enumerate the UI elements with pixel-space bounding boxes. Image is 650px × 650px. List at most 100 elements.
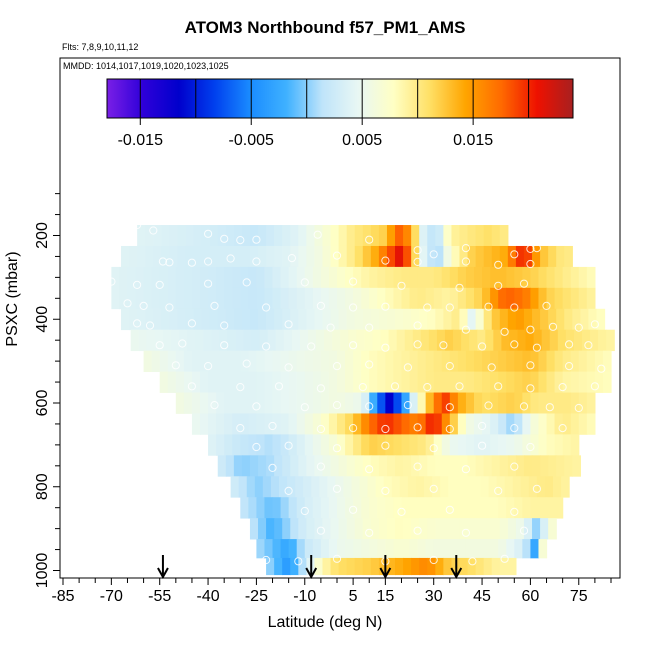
heatmap-cell [328, 413, 338, 435]
heatmap-cell [290, 557, 299, 576]
heatmap-cell [467, 245, 477, 268]
heatmap-cell [280, 287, 290, 310]
heatmap-cell [596, 308, 606, 331]
y-tick-label: 600 [34, 390, 51, 417]
heatmap-cell [262, 476, 272, 498]
heatmap-cell [467, 557, 477, 576]
heatmap-cell [353, 371, 362, 393]
heatmap-cell [328, 350, 338, 372]
heatmap-cell [562, 392, 572, 414]
sample-marker [390, 382, 400, 391]
heatmap-cell [312, 266, 322, 289]
heatmap-cell [522, 434, 532, 456]
heatmap-cell [256, 497, 266, 519]
heatmap-cell [383, 476, 393, 498]
heatmap-cell [225, 245, 235, 268]
heatmap-cell [523, 518, 533, 540]
heatmap-cell [522, 497, 532, 519]
heatmap-cell [314, 557, 324, 576]
heatmap-cell [465, 287, 475, 310]
heatmap-cell [546, 350, 556, 372]
heatmap-cell [266, 245, 275, 268]
heatmap-cell [377, 413, 386, 435]
heatmap-cell [370, 518, 380, 540]
heatmap-cell [259, 329, 269, 352]
heatmap-cell [332, 329, 341, 352]
heatmap-cell [517, 329, 527, 352]
sample-marker [510, 507, 519, 516]
heatmap-cell [490, 371, 499, 393]
heatmap-cell [272, 539, 282, 559]
heatmap-cell [512, 476, 522, 498]
heatmap-cell [554, 434, 564, 456]
heatmap-cell [340, 329, 349, 352]
heatmap-cell [322, 518, 332, 540]
heatmap-cell [409, 413, 419, 435]
heatmap-cell [488, 476, 498, 498]
heatmap-cell [364, 329, 374, 352]
sample-marker [584, 341, 593, 350]
heatmap-cell [483, 455, 493, 477]
heatmap-cell [523, 308, 533, 331]
heatmap-cell [151, 266, 161, 289]
heatmap-cell [167, 266, 177, 289]
heatmap-cell [282, 455, 291, 477]
heatmap-cell [327, 476, 336, 498]
heatmap-cell [119, 287, 129, 310]
sample-marker [461, 244, 470, 253]
heatmap-cell [200, 371, 209, 393]
heatmap-cell [474, 350, 483, 372]
heatmap-cell [401, 371, 411, 393]
heatmap-cell [578, 413, 588, 435]
heatmap-cell [232, 350, 241, 372]
sample-marker [252, 257, 261, 266]
heatmap-cell [385, 434, 395, 456]
heatmap-cell [330, 518, 340, 540]
heatmap-cell [449, 266, 459, 289]
heatmap-cell [506, 497, 515, 519]
heatmap-cell [233, 455, 243, 477]
sample-marker [565, 362, 574, 371]
heatmap-cell [283, 329, 293, 352]
heatmap-cell [153, 225, 162, 247]
heatmap-cell [538, 287, 548, 310]
heatmap-cell [427, 557, 436, 576]
heatmap-cell [296, 413, 306, 435]
heatmap-cell [448, 476, 457, 498]
heatmap-cell [129, 308, 138, 331]
heatmap-cell [217, 245, 227, 268]
heatmap-cell [465, 539, 475, 559]
heatmap-cell [541, 329, 551, 352]
sample-marker [123, 299, 132, 308]
heatmap-cell [480, 476, 490, 498]
heatmap-cell [419, 557, 428, 576]
heatmap-cell [457, 266, 467, 289]
sample-marker [403, 363, 412, 372]
heatmap-cell [278, 476, 288, 498]
heatmap-cell [522, 350, 532, 372]
sample-marker [252, 442, 261, 452]
heatmap-cell [498, 371, 507, 393]
heatmap-cell [482, 434, 491, 456]
heatmap-cell [491, 308, 501, 331]
heatmap-cell [369, 392, 378, 414]
heatmap-cell [561, 476, 570, 498]
heatmap-cell [248, 434, 258, 456]
heatmap-cell [465, 497, 475, 519]
heatmap-cell [538, 434, 548, 456]
heatmap-cell [417, 266, 427, 289]
heatmap-cell [316, 329, 325, 352]
heatmap-cell [185, 245, 195, 268]
heatmap-cell [499, 518, 509, 540]
heatmap-cell [200, 392, 209, 414]
heatmap-cell [312, 497, 322, 519]
heatmap-cell [288, 392, 298, 414]
heatmap-cell [337, 497, 346, 519]
heatmap-cell [345, 497, 354, 519]
heatmap-cell [528, 476, 538, 498]
sample-marker [365, 402, 374, 411]
heatmap-cell [435, 518, 444, 540]
heatmap-cell [449, 497, 459, 519]
heatmap-cell [395, 557, 404, 576]
heatmap-cell [424, 476, 433, 498]
